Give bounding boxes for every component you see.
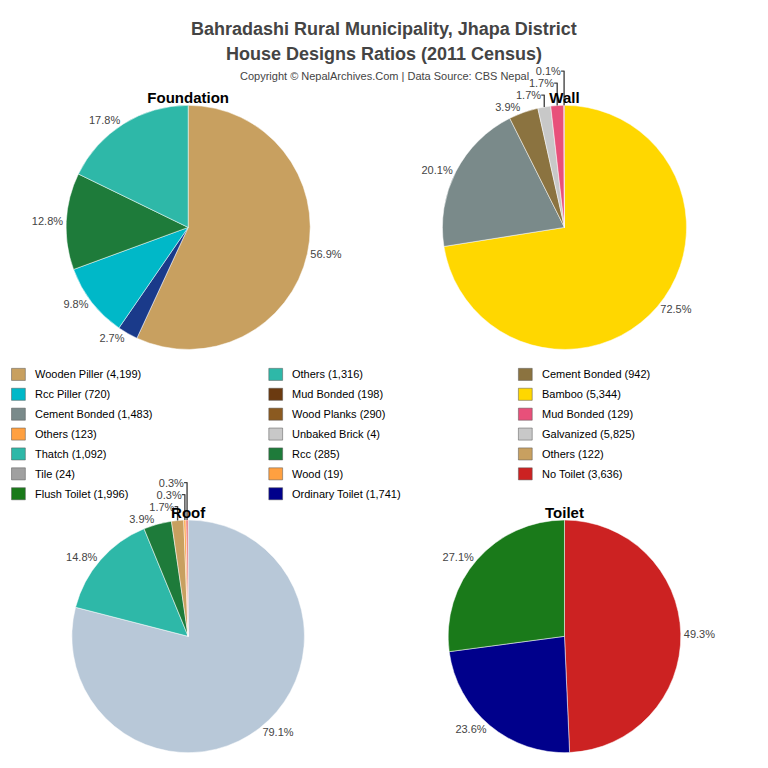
svg-text:Thatch (1,092): Thatch (1,092): [35, 448, 107, 460]
svg-text:12.8%: 12.8%: [32, 215, 63, 227]
svg-text:Mud Bonded (129): Mud Bonded (129): [542, 408, 633, 420]
svg-text:23.6%: 23.6%: [455, 723, 486, 735]
svg-text:Rcc Piller (720): Rcc Piller (720): [35, 388, 110, 400]
svg-text:Bamboo (5,344): Bamboo (5,344): [542, 388, 621, 400]
svg-text:0.1%: 0.1%: [536, 65, 561, 77]
svg-text:Cement Bonded (1,483): Cement Bonded (1,483): [35, 408, 152, 420]
svg-text:Others (122): Others (122): [542, 448, 604, 460]
svg-text:Ordinary Toilet (1,741): Ordinary Toilet (1,741): [292, 488, 401, 500]
svg-text:Copyright © NepalArchives.Com: Copyright © NepalArchives.Com | Data Sou…: [240, 70, 529, 82]
svg-text:Foundation: Foundation: [147, 89, 229, 106]
svg-text:Wooden Piller (4,199): Wooden Piller (4,199): [35, 368, 141, 380]
svg-text:1.7%: 1.7%: [149, 501, 174, 513]
svg-text:9.8%: 9.8%: [63, 298, 88, 310]
svg-text:Cement Bonded (942): Cement Bonded (942): [542, 368, 650, 380]
svg-text:27.1%: 27.1%: [443, 551, 474, 563]
svg-text:House Designs Ratios (2011 Cen: House Designs Ratios (2011 Census): [226, 44, 542, 64]
svg-text:Bahradashi Rural Municipality,: Bahradashi Rural Municipality, Jhapa Dis…: [191, 19, 577, 39]
svg-text:Roof: Roof: [171, 504, 206, 521]
svg-text:79.1%: 79.1%: [262, 726, 293, 738]
svg-text:Others (1,316): Others (1,316): [292, 368, 363, 380]
svg-text:72.5%: 72.5%: [660, 303, 691, 315]
svg-text:Rcc (285): Rcc (285): [292, 448, 340, 460]
svg-text:1.7%: 1.7%: [529, 77, 554, 89]
svg-text:Others (123): Others (123): [35, 428, 97, 440]
svg-text:14.8%: 14.8%: [66, 551, 97, 563]
svg-text:1.7%: 1.7%: [516, 89, 541, 101]
svg-text:Toilet: Toilet: [545, 504, 584, 521]
svg-text:0.3%: 0.3%: [159, 477, 184, 489]
svg-text:49.3%: 49.3%: [684, 628, 715, 640]
svg-text:20.1%: 20.1%: [421, 164, 452, 176]
svg-text:Galvanized (5,825): Galvanized (5,825): [542, 428, 635, 440]
svg-text:0.3%: 0.3%: [157, 489, 182, 501]
svg-text:Mud Bonded (198): Mud Bonded (198): [292, 388, 383, 400]
svg-text:Wood Planks (290): Wood Planks (290): [292, 408, 385, 420]
svg-text:No Toilet (3,636): No Toilet (3,636): [542, 468, 623, 480]
svg-text:3.9%: 3.9%: [495, 101, 520, 113]
svg-text:2.7%: 2.7%: [99, 332, 124, 344]
svg-text:Unbaked Brick (4): Unbaked Brick (4): [292, 428, 380, 440]
svg-text:Wall: Wall: [549, 89, 579, 106]
svg-text:56.9%: 56.9%: [310, 248, 341, 260]
svg-text:Wood (19): Wood (19): [292, 468, 343, 480]
svg-text:Flush Toilet (1,996): Flush Toilet (1,996): [35, 488, 128, 500]
svg-text:Tile (24): Tile (24): [35, 468, 75, 480]
svg-text:3.9%: 3.9%: [129, 513, 154, 525]
svg-text:17.8%: 17.8%: [89, 114, 120, 126]
